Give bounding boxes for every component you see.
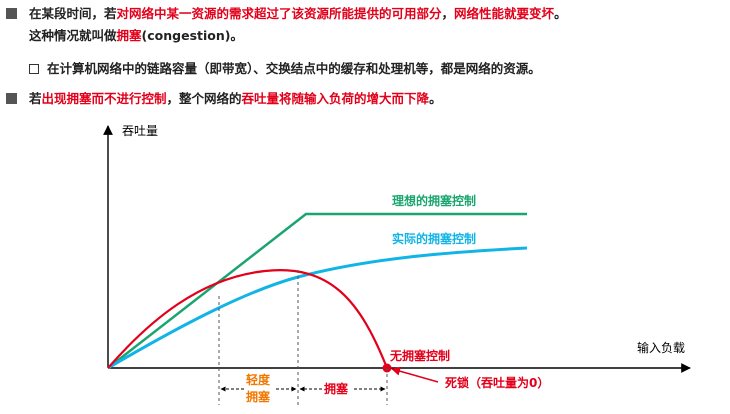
bullet-2-text-b: ，整个网络的 — [166, 91, 242, 106]
checkbox-square-icon — [29, 64, 39, 74]
y-axis-label: 吞吐量 — [122, 124, 158, 138]
congestion-label: 拥塞 — [324, 381, 349, 396]
bullet-1-text-b: ， — [441, 6, 455, 21]
bullet-1-line2-highlight: 拥塞 — [116, 28, 142, 43]
bullet-2: 若出现拥塞而不进行控制，整个网络的吞吐量将随输入负荷的增大而下降。 — [6, 89, 442, 109]
bullet-1-line2-text-a: 这种情况就叫做 — [29, 28, 117, 43]
no-control-curve — [107, 269, 389, 369]
bullet-2-highlight-1: 出现拥塞而不进行控制 — [41, 91, 167, 106]
light-congestion-label-2: 拥塞 — [246, 389, 271, 404]
ideal-curve — [107, 212, 527, 369]
no-control-label: 无拥塞控制 — [389, 348, 450, 363]
sub-bullet: 在计算机网络中的链路容量（即带宽）、交换结点中的缓存和处理机等，都是网络的资源。 — [29, 59, 541, 79]
light-congestion-label-1: 轻度 — [246, 372, 271, 387]
bullet-1-text-c: 。 — [554, 6, 567, 21]
x-axis-label: 输入负载 — [637, 340, 685, 355]
bullet-2-text-c: 。 — [429, 91, 442, 106]
actual-label: 实际的拥塞控制 — [392, 231, 476, 246]
ideal-label: 理想的拥塞控制 — [392, 193, 476, 208]
bullet-1-highlight-2: 网络性能就要变坏 — [454, 6, 555, 21]
bullet-2-highlight-2: 吞吐量将随输入负荷的增大而下降 — [241, 91, 430, 106]
bullet-1: 在某段时间，若对网络中某一资源的需求超过了该资源所能提供的可用部分，网络性能就要… — [6, 4, 567, 24]
deadlock-arrow — [391, 366, 439, 383]
bullet-1-line2-text-b: (congestion)。 — [141, 28, 243, 43]
bullet-1-text-a: 在某段时间，若 — [29, 6, 117, 21]
bullet-square-icon — [6, 8, 17, 19]
bullet-square-icon — [6, 93, 17, 104]
bullet-2-text-a: 若 — [29, 91, 42, 106]
sub-bullet-text: 在计算机网络中的链路容量（即带宽）、交换结点中的缓存和处理机等，都是网络的资源。 — [47, 61, 541, 76]
bullet-1-highlight-1: 对网络中某一资源的需求超过了该资源所能提供的可用部分 — [116, 6, 442, 21]
bullet-1-line-2: 这种情况就叫做拥塞(congestion)。 — [29, 26, 243, 46]
deadlock-label: 死锁（吞吐量为0） — [445, 375, 549, 390]
